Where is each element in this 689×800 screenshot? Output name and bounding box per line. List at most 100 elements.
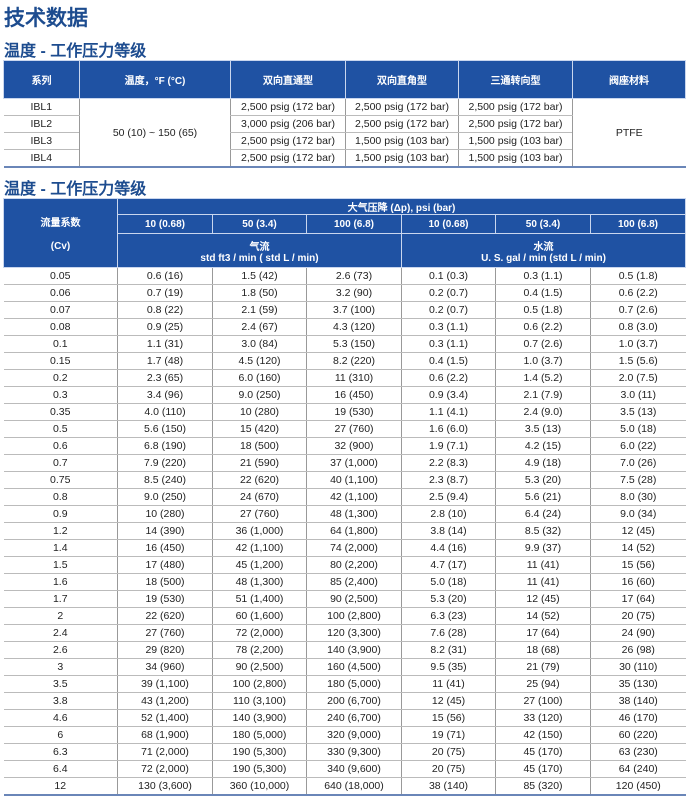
flow-cell: 1.0 (3.7) [495,352,591,370]
flow-cell: 74 (2,000) [306,539,402,557]
flow-cell: 15 (56) [401,709,496,727]
cv-cell: 0.7 [3,454,118,472]
flow-cell: 38 (140) [401,777,496,796]
angle-cell: 1,500 psig (103 bar) [345,149,459,168]
cv-cell: 0.15 [3,352,118,370]
flow-cell: 12 (45) [495,590,591,608]
cv-cell: 0.35 [3,403,118,421]
flow-cell: 3.8 (14) [401,522,496,540]
flow-cell: 15 (420) [212,420,307,438]
flow-cell: 42 (150) [495,726,591,744]
cv-cell: 4.6 [3,709,118,727]
flow-cell: 4.2 (15) [495,437,591,455]
seat-material-cell: PTFE [572,98,686,168]
table-row: 0.3 3.4 (96) 9.0 (250) 16 (450) 0.9 (3.4) 2.1… [3,386,686,404]
header-series: 系列 [3,60,80,99]
flow-cell: 27 (760) [117,624,213,642]
flow-cell: 34 (960) [117,658,213,676]
flow-cell: 1.0 (3.7) [590,335,686,353]
flow-cell: 18 (68) [495,641,591,659]
flow-cell: 7.9 (220) [117,454,213,472]
cv-cell: 1.2 [3,522,118,540]
flow-cell: 71 (2,000) [117,743,213,761]
flow-cell: 16 (60) [590,573,686,591]
flow-cell: 63 (230) [590,743,686,761]
air-unit: std ft3 / min ( std L / min) [200,252,319,264]
angle-cell: 2,500 psig (172 bar) [345,98,459,116]
flow-cell: 12 (45) [590,522,686,540]
flow-cell: 0.8 (22) [117,301,213,319]
flow-cell: 2.2 (8.3) [401,454,496,472]
table-row: 0.75 8.5 (240) 22 (620) 40 (1,100) 2.3 (8.7)… [3,471,686,489]
table-row: 1.6 18 (500) 48 (1,300) 85 (2,400) 5.0 (18) 1… [3,573,686,591]
table-row: IBL2 3,000 psig (206 bar) 2,500 psig (172 … [3,115,686,133]
flow-cell: 0.3 (1.1) [401,318,496,336]
flow-cell: 1.5 (5.6) [590,352,686,370]
cv-cell: 3 [3,658,118,676]
flow-cell: 45 (170) [495,760,591,778]
flow-cell: 330 (9,300) [306,743,402,761]
flow-cell: 1.1 (4.1) [401,403,496,421]
flow-cell: 0.8 (3.0) [590,318,686,336]
flow-cell: 3.5 (13) [590,403,686,421]
flow-cell: 64 (1,800) [306,522,402,540]
flow-cell: 9.0 (34) [590,505,686,523]
flow-cell: 20 (75) [401,760,496,778]
flow-cell: 2.6 (73) [306,267,402,285]
table-row: 0.1 1.1 (31) 3.0 (84) 5.3 (150) 0.3 (1.1) 0.7… [3,335,686,353]
cv-cell: 0.06 [3,284,118,302]
flow-cell: 14 (52) [590,539,686,557]
flow-cell: 2.3 (65) [117,369,213,387]
water-unit: U. S. gal / min (std L / min) [481,252,606,264]
flow-cell: 0.5 (1.8) [590,267,686,285]
table-row: 1.5 17 (480) 45 (1,200) 80 (2,200) 4.7 (17) 1… [3,556,686,574]
pressure-column-header: 50 (3.4) [212,214,307,234]
cv-cell: 1.4 [3,539,118,557]
flow-cell: 4.3 (120) [306,318,402,336]
flow-cell: 140 (3,900) [306,641,402,659]
cv-cell: 2 [3,607,118,625]
flow-cell: 3.7 (100) [306,301,402,319]
cv-cell: 3.5 [3,675,118,693]
flow-cell: 5.3 (20) [401,590,496,608]
three-way-cell: 2,500 psig (172 bar) [458,98,573,116]
table-row: 0.8 9.0 (250) 24 (670) 42 (1,100) 2.5 (9.4) 5… [3,488,686,506]
flow-cell: 60 (220) [590,726,686,744]
flow-cell: 40 (1,100) [306,471,402,489]
flow-cell: 60 (1,600) [212,607,307,625]
flow-cell: 8.0 (30) [590,488,686,506]
flow-cell: 6.8 (190) [117,437,213,455]
table-row: 2.6 29 (820) 78 (2,200) 140 (3,900) 8.2 (31)… [3,641,686,659]
straight-cell: 2,500 psig (172 bar) [230,149,346,168]
flow-cell: 21 (79) [495,658,591,676]
flow-cell: 20 (75) [401,743,496,761]
table-row: 2.4 27 (760) 72 (2,000) 120 (3,300) 7.6 (28)… [3,624,686,642]
table-row: 0.05 0.6 (16) 1.5 (42) 2.6 (73) 0.1 (0.3) 0.3… [3,267,686,285]
section1-heading: 温度 - 工作压力等级 [4,43,147,60]
header-angle: 双向直角型 [345,60,459,99]
flow-cell: 320 (9,000) [306,726,402,744]
flow-cell: 90 (2,500) [306,590,402,608]
table-row: 0.08 0.9 (25) 2.4 (67) 4.3 (120) 0.3 (1.1) 0.… [3,318,686,336]
flow-cell: 18 (500) [117,573,213,591]
flow-cell: 160 (4,500) [306,658,402,676]
flow-cell: 11 (310) [306,369,402,387]
flow-cell: 35 (130) [590,675,686,693]
flow-cell: 2.1 (59) [212,301,307,319]
table-row: 0.06 0.7 (19) 1.8 (50) 3.2 (90) 0.2 (0.7) 0.4… [3,284,686,302]
table-row: 0.6 6.8 (190) 18 (500) 32 (900) 1.9 (7.1) 4.2… [3,437,686,455]
series-cell: IBL3 [3,132,80,150]
flow-cell: 0.3 (1.1) [495,267,591,285]
flow-cell: 1.7 (48) [117,352,213,370]
flow-cell: 43 (1,200) [117,692,213,710]
cv-cell: 0.3 [3,386,118,404]
table-row: 2 22 (620) 60 (1,600) 100 (2,800) 6.3 (23) 14… [3,607,686,625]
flow-cell: 1.8 (50) [212,284,307,302]
cv-cell: 2.4 [3,624,118,642]
cv-cell: 1.7 [3,590,118,608]
flow-cell: 45 (170) [495,743,591,761]
flow-cell: 360 (10,000) [212,777,307,796]
flow-cell: 1.4 (5.2) [495,369,591,387]
flow-cell: 33 (120) [495,709,591,727]
flow-cell: 37 (1,000) [306,454,402,472]
